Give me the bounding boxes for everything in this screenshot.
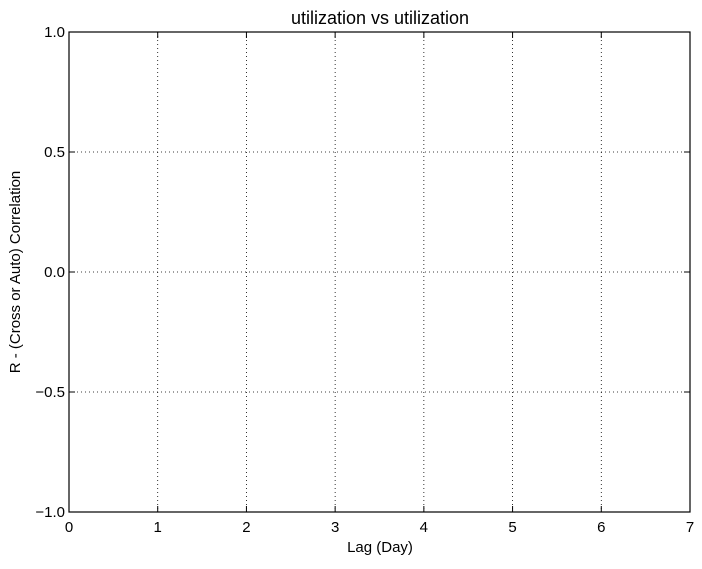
y-tick-label: 0.0: [44, 264, 65, 281]
x-axis-label: Lag (Day): [347, 539, 413, 556]
x-tick-label: 5: [508, 519, 516, 536]
x-tick-label: 6: [597, 519, 605, 536]
y-axis-label: R - (Cross or Auto) Correlation: [7, 171, 24, 374]
tick-label-layer: 0 1 2 3 4 5 6 7 −1.0 −0.5 0.0 0.5 1.0: [35, 24, 694, 536]
x-tick-label: 3: [331, 519, 339, 536]
x-tick-label: 2: [242, 519, 250, 536]
y-tick-label: −1.0: [35, 504, 65, 521]
x-tick-label: 7: [686, 519, 694, 536]
chart-title: utilization vs utilization: [291, 8, 469, 28]
tick-layer: [68, 31, 691, 513]
x-tick-label: 4: [420, 519, 428, 536]
x-tick-label: 0: [65, 519, 73, 536]
y-tick-label: 1.0: [44, 24, 65, 41]
x-tick-label: 1: [154, 519, 162, 536]
y-tick-label: 0.5: [44, 144, 65, 161]
y-tick-label: −0.5: [35, 384, 65, 401]
grid-layer: [69, 32, 690, 512]
